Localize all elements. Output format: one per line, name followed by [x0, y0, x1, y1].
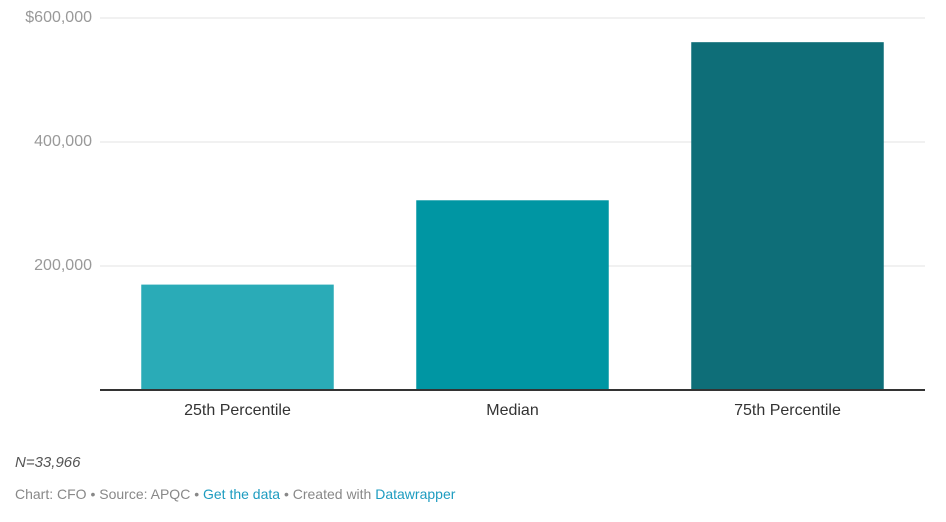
separator: •: [194, 486, 200, 502]
y-tick-label: 400,000: [34, 133, 92, 150]
source: Source: APQC: [99, 486, 191, 502]
bar: [416, 200, 609, 390]
y-tick-label: $600,000: [25, 9, 92, 26]
bar: [141, 284, 334, 390]
x-tick-label: Median: [486, 402, 538, 419]
get-data-link[interactable]: Get the data: [203, 486, 281, 502]
datawrapper-link[interactable]: Datawrapper: [375, 486, 456, 502]
chart: 200,000 400,000 $600,000 25th Percentile Med…: [25, 9, 925, 419]
note: N=33,966: [15, 454, 81, 471]
separator: •: [283, 486, 289, 502]
separator: •: [90, 486, 96, 502]
x-tick-label: 25th Percentile: [184, 402, 291, 419]
credit: Chart: CFO: [15, 486, 87, 502]
created-with: Created with: [292, 486, 372, 502]
bar: [691, 42, 884, 391]
y-tick-label: 200,000: [34, 257, 92, 274]
footer: Chart: CFO • Source: APQC • Get the data…: [15, 486, 455, 502]
x-tick-label: 75th Percentile: [734, 402, 841, 419]
